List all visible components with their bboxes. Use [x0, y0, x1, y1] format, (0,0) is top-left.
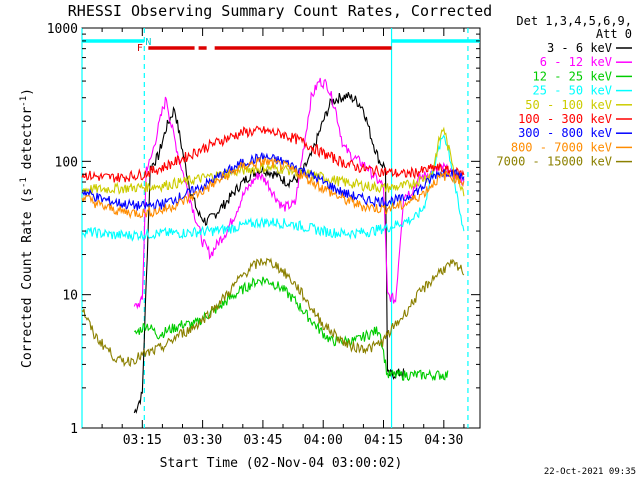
- series-line-5: [81, 125, 465, 183]
- series-line-2: [133, 276, 449, 382]
- y-axis-label: Corrected Count Rate (s-1 detector-1): [19, 88, 35, 368]
- legend-label-6: 300 - 800 keV: [518, 126, 612, 140]
- series-layer: [81, 77, 465, 414]
- flag-n: N: [145, 37, 151, 48]
- flag-f: F: [137, 43, 143, 54]
- y-tick-label-3: 1000: [47, 22, 78, 37]
- legend-label-8: 7000 - 15000 keV: [496, 155, 612, 169]
- series-line-6: [81, 152, 465, 212]
- y-tick-label-0: 1: [70, 422, 78, 437]
- legend-label-5: 100 - 300 keV: [518, 112, 612, 126]
- series-line-3: [81, 134, 465, 242]
- plot-frame: [81, 27, 481, 429]
- y-tick-label-1: 10: [62, 289, 78, 304]
- legend-header-line-2: Att 0: [596, 27, 632, 41]
- chart-title: RHESSI Observing Summary Count Rates, Co…: [68, 2, 492, 20]
- legend-label-0: 3 - 6 keV: [547, 41, 612, 55]
- plot-border: [81, 27, 481, 429]
- x-tick-label-1: 03:30: [183, 433, 222, 448]
- legend-label-2: 12 - 25 keV: [533, 69, 612, 83]
- series-line-7: [81, 156, 465, 220]
- x-tick-label-4: 04:15: [364, 433, 403, 448]
- series-line-8: [81, 257, 465, 368]
- axes-layer: 03:15 03:30 03:45 04:00 04:15 04:30 1 10 100 1000: [47, 22, 480, 448]
- series-line-0: [133, 92, 405, 414]
- annotation-layer: FN: [81, 28, 480, 428]
- legend-header-line-1: Det 1,3,4,5,6,9,: [516, 14, 632, 28]
- x-tick-label-3: 04:00: [304, 433, 343, 448]
- legend-label-1: 6 - 12 keV: [540, 55, 612, 69]
- x-tick-label-2: 03:45: [243, 433, 282, 448]
- y-tick-label-2: 100: [55, 155, 78, 170]
- x-tick-label-5: 04:30: [424, 433, 463, 448]
- series-line-4: [81, 126, 465, 197]
- x-tick-label-0: 03:15: [123, 433, 162, 448]
- legend-label-3: 25 - 50 keV: [533, 84, 612, 98]
- legend-label-7: 800 - 7000 keV: [511, 140, 612, 154]
- legend-label-4: 50 - 100 keV: [525, 98, 612, 112]
- timestamp: 22-Oct-2021 09:35: [544, 467, 636, 477]
- x-axis-label: Start Time (02-Nov-04 03:00:02): [160, 456, 403, 471]
